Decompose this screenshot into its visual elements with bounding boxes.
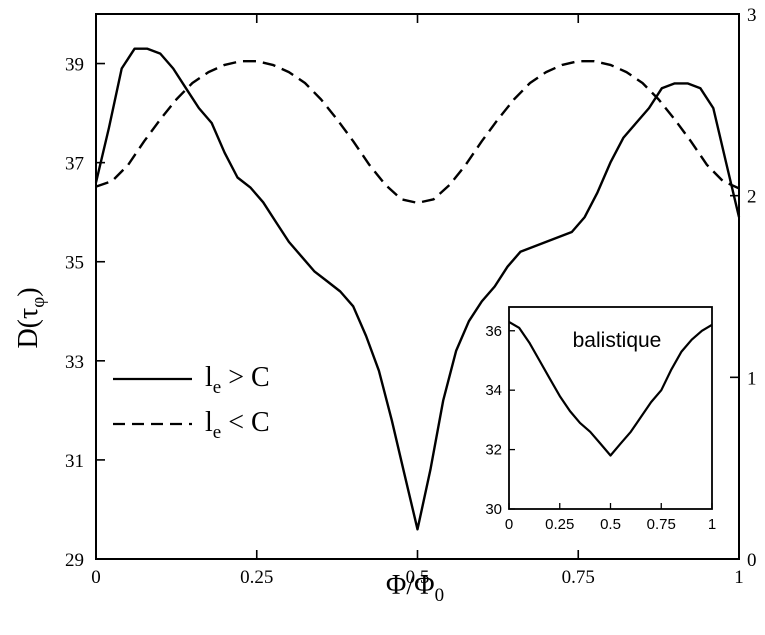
inset-x-tick-label: 0.25 [545,516,574,533]
inset-y-tick-label: 32 [485,442,502,459]
inset-x-tick-label: 1 [708,516,716,533]
y-axis-title-sub: φ [28,297,49,308]
series-line-dashed [95,60,740,205]
y-tick-label: 37 [65,154,84,175]
x-tick-label: 0.75 [562,567,595,588]
y-axis-title: D(τφ) [13,287,49,348]
inset-y-tick-label: 30 [485,501,502,518]
y2-tick-label: 2 [747,187,757,208]
x-tick-label: 1 [734,567,744,588]
inset-y-tick-label: 34 [485,382,502,399]
legend: le > C le < C [113,362,270,443]
inset-series-line [508,320,713,457]
inset-y-tick-label: 36 [485,323,502,340]
x-axis-title-sub: 0 [435,585,445,606]
inset-x-tick-label: 0.75 [647,516,676,533]
legend-label-solid: le > C [205,362,270,398]
inset-plot: 0 0.25 0.5 0.75 1 30 32 34 36 [485,306,716,533]
legend-label-dashed: le < C [205,407,270,443]
x-axis-title: Φ/Φ0 [386,570,444,606]
x-tick-label: 0.25 [240,567,273,588]
y2-tick-label: 0 [747,550,757,571]
inset-x-tick-label: 0 [505,516,513,533]
inset-label: balistique [573,329,662,352]
y2-tick-label: 3 [747,5,757,26]
inset-x-tick-label: 0.5 [600,516,621,533]
series-line-solid [94,47,741,531]
y-axis-title-close: ) [13,287,44,296]
y-tick-label: 35 [65,253,84,274]
y-tick-label: 33 [65,352,84,373]
y-tick-label: 31 [65,451,84,472]
x-tick-label: 0.5 [406,567,430,588]
inset-frame [508,306,713,510]
x-tick-label: 0 [91,567,101,588]
y-tick-label: 29 [65,550,84,571]
y2-tick-label: 1 [747,368,757,389]
y-tick-label: 39 [65,55,84,76]
